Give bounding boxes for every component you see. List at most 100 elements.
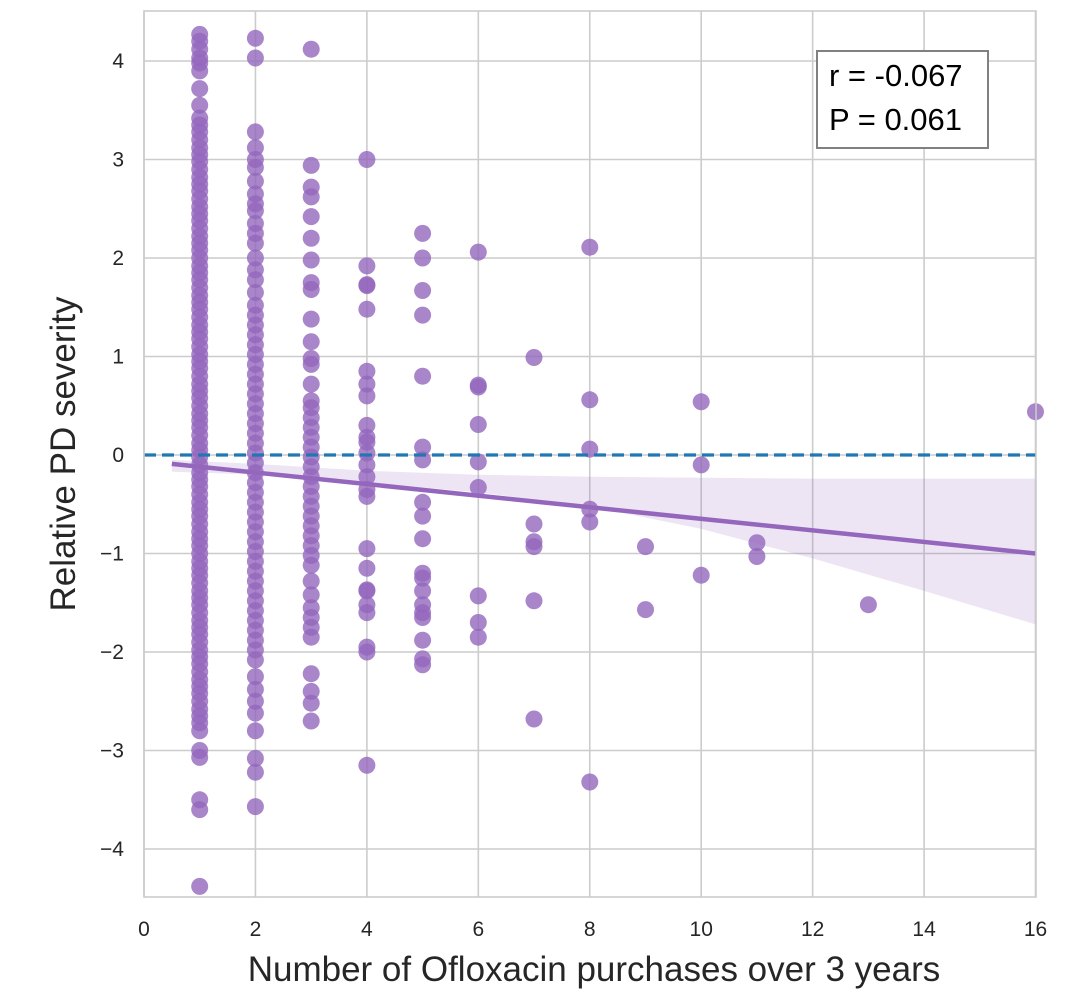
y-tick-label: 4 xyxy=(112,50,124,73)
data-point xyxy=(302,712,320,730)
data-point xyxy=(191,80,209,98)
data-point xyxy=(581,391,599,409)
data-point xyxy=(414,224,432,242)
data-point xyxy=(525,538,543,556)
data-point xyxy=(246,722,264,740)
data-point xyxy=(358,387,376,405)
x-tick-label: 4 xyxy=(361,918,373,941)
data-point xyxy=(191,748,209,766)
data-point xyxy=(414,507,432,525)
x-tick-label: 0 xyxy=(138,918,150,941)
y-axis-title: Relative PD severity xyxy=(44,296,83,612)
data-point xyxy=(469,614,487,631)
data-point xyxy=(469,378,487,396)
x-axis-title: Number of Ofloxacin purchases over 3 yea… xyxy=(248,950,941,989)
y-tick-label: 2 xyxy=(112,247,124,270)
data-point xyxy=(414,493,432,511)
p-value-text: P = 0.061 xyxy=(829,102,962,137)
data-point xyxy=(246,680,264,698)
data-point xyxy=(302,556,320,574)
data-point xyxy=(358,468,376,486)
y-tick-label: 0 xyxy=(112,444,124,467)
stats-box-frame xyxy=(816,50,989,149)
confidence-band xyxy=(171,459,1036,625)
x-tick-label: 8 xyxy=(584,918,596,941)
data-point xyxy=(525,592,543,610)
data-point xyxy=(358,151,376,168)
data-point xyxy=(246,749,264,767)
data-point xyxy=(581,440,599,458)
data-point xyxy=(302,281,320,298)
data-point xyxy=(358,416,376,434)
x-tick-label: 6 xyxy=(472,918,484,941)
data-point xyxy=(414,367,432,385)
data-point xyxy=(414,609,432,626)
data-point xyxy=(581,773,599,791)
data-point xyxy=(246,763,264,781)
data-point xyxy=(692,393,710,411)
data-point xyxy=(748,548,766,565)
data-point xyxy=(246,29,264,47)
data-point xyxy=(525,515,543,533)
data-point xyxy=(358,375,376,393)
data-point xyxy=(581,238,599,256)
data-point xyxy=(358,362,376,380)
data-point xyxy=(191,96,209,114)
data-point xyxy=(469,453,487,471)
data-point xyxy=(302,333,320,351)
data-point xyxy=(414,631,432,649)
data-point xyxy=(191,62,209,80)
data-point xyxy=(469,587,487,605)
data-point xyxy=(414,656,432,674)
data-point xyxy=(581,513,599,531)
x-tick-label: 10 xyxy=(690,918,713,941)
data-point xyxy=(469,479,487,496)
data-point xyxy=(358,604,376,622)
data-point xyxy=(246,202,264,220)
data-point xyxy=(302,665,320,683)
data-point xyxy=(469,416,487,433)
data-point xyxy=(358,257,376,275)
data-point xyxy=(246,172,264,190)
data-point xyxy=(414,569,432,587)
data-point xyxy=(246,704,264,722)
data-point xyxy=(246,49,264,67)
data-point xyxy=(246,692,264,710)
data-point xyxy=(246,798,264,816)
data-point xyxy=(302,188,320,206)
data-point xyxy=(637,601,654,619)
data-point xyxy=(246,284,264,301)
y-tick-label: 1 xyxy=(112,346,124,369)
data-point xyxy=(302,355,320,373)
data-point xyxy=(414,530,432,548)
data-point xyxy=(358,582,376,600)
data-point xyxy=(302,251,320,269)
data-point xyxy=(302,628,320,646)
x-tick-label: 12 xyxy=(801,918,824,941)
data-point xyxy=(414,282,432,299)
data-point xyxy=(358,559,376,577)
regression-line xyxy=(171,461,1036,556)
data-point xyxy=(748,534,766,552)
data-point xyxy=(358,643,376,661)
data-point xyxy=(191,877,209,895)
data-point xyxy=(302,572,320,590)
data-point xyxy=(246,651,264,669)
data-points xyxy=(191,25,1044,895)
data-point xyxy=(302,694,320,712)
data-point xyxy=(246,234,264,252)
data-point xyxy=(358,456,376,474)
y-tick-label: −1 xyxy=(100,543,124,566)
plot-frame xyxy=(143,10,1037,898)
data-point xyxy=(302,156,320,174)
data-point xyxy=(358,540,376,558)
data-point xyxy=(414,249,432,267)
data-point xyxy=(358,756,376,774)
data-point xyxy=(859,596,877,614)
data-point xyxy=(414,306,432,324)
data-point xyxy=(302,229,320,247)
data-point xyxy=(302,310,320,328)
